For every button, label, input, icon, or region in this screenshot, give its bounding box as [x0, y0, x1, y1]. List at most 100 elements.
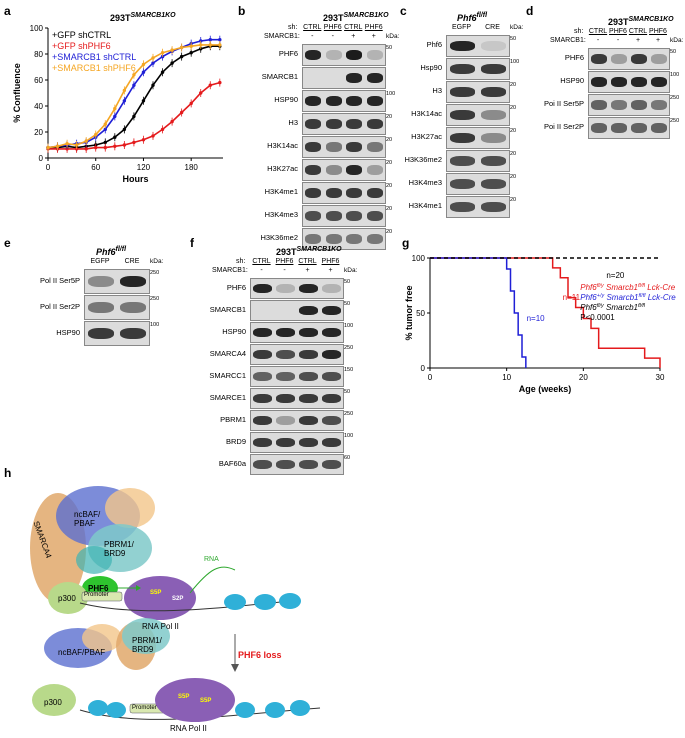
sh-label: sh: — [236, 258, 246, 265]
y-tick-label: 40 — [34, 102, 43, 111]
data-point — [151, 83, 155, 87]
mw-marker: 60 — [344, 455, 351, 461]
panel-e-title: Phf6fl/fl — [96, 246, 127, 257]
sh-label: sh: — [574, 28, 584, 35]
data-point — [141, 62, 146, 67]
blot-band — [299, 327, 318, 338]
data-point — [208, 43, 212, 47]
survival-curve — [430, 257, 661, 368]
blot-band — [611, 100, 627, 110]
blot-band — [299, 415, 318, 426]
blot-band — [450, 41, 475, 51]
data-point — [208, 38, 212, 42]
mw-marker: 20 — [510, 82, 517, 88]
blot-strip — [250, 432, 344, 453]
blot-band — [253, 349, 272, 360]
label-s5p-bottom-2: S5P — [200, 698, 212, 704]
smarcb1-value: - — [616, 37, 620, 44]
blot-band — [481, 110, 506, 120]
data-point — [160, 51, 165, 55]
blot-band — [346, 119, 363, 129]
blot-band — [651, 123, 667, 133]
mw-marker: 50 — [510, 36, 517, 42]
y-axis-label: % tumor free — [404, 285, 414, 340]
kda-label: kDa: — [510, 24, 524, 31]
blot-row-label: H3K14ac — [411, 109, 442, 118]
kda-label: kDa: — [670, 37, 684, 44]
data-point — [189, 101, 193, 106]
data-point — [122, 127, 127, 132]
blot-strip — [250, 366, 344, 387]
blot-band — [325, 96, 342, 106]
lane-label: EGFP — [90, 258, 110, 265]
blot-band — [88, 327, 114, 340]
panel-a-letter: a — [4, 4, 11, 18]
blot-band — [305, 142, 322, 152]
data-point — [132, 83, 136, 87]
label-promoter-bottom: Promoter — [132, 705, 157, 711]
blot-strip — [250, 322, 344, 343]
smarcb1-value: - — [311, 33, 314, 40]
blot-band — [481, 87, 506, 97]
blot-band — [299, 305, 318, 316]
legend-entry: Phf6fl/y Smarcb1fl/fl Lck-Cre — [580, 283, 676, 292]
mw-marker: 20 — [386, 137, 393, 143]
data-point — [160, 127, 165, 132]
blot-band — [305, 119, 322, 129]
label-p300-bottom: p300 — [44, 698, 62, 707]
blot-band — [346, 142, 363, 152]
blot-band — [450, 156, 475, 166]
blot-strip — [446, 127, 510, 149]
blot-strip — [302, 136, 386, 158]
blot-band — [322, 371, 341, 382]
smarcb1-value: + — [328, 267, 333, 274]
x-axis-label: Age (weeks) — [519, 384, 572, 394]
blot-band — [325, 188, 342, 198]
data-point — [170, 61, 174, 65]
blot-band — [450, 64, 475, 74]
data-point — [84, 139, 88, 143]
blot-row-label: Pol II Ser5P — [39, 275, 80, 285]
sh-group-label: CTRL — [628, 28, 648, 35]
mw-marker: 100 — [386, 91, 396, 97]
x-tick-label: 180 — [185, 163, 199, 172]
blot-band — [322, 437, 341, 448]
blot-band — [305, 50, 322, 60]
blot-strip — [446, 104, 510, 126]
blot-band — [631, 123, 647, 133]
mw-marker: 50 — [344, 279, 351, 285]
blot-row-label: H3K36me2 — [404, 155, 442, 164]
y-tick-label: 0 — [421, 364, 426, 373]
blot-strip — [588, 71, 670, 93]
blot-band — [346, 234, 363, 244]
blot-band — [299, 283, 318, 294]
blot-band — [253, 437, 272, 448]
panel-c-letter: c — [400, 4, 407, 18]
data-point — [141, 70, 146, 74]
data-point — [65, 142, 69, 146]
blot-band — [305, 234, 322, 244]
blot-row-label: H3K4me3 — [264, 210, 298, 219]
blot-row-label: PHF6 — [278, 49, 298, 58]
panel-b-title: 293TSMARCB1KO — [323, 12, 389, 23]
x-tick-label: 0 — [428, 373, 433, 382]
data-point — [122, 88, 127, 93]
panel-f-title: 293TSMARCB1KO — [276, 246, 342, 257]
blot-band — [305, 96, 322, 106]
blot-band — [299, 437, 318, 448]
sh-group-label: CTRL — [344, 24, 363, 31]
kda-label: kDa: — [386, 33, 400, 40]
x-tick-label: 120 — [137, 163, 151, 172]
data-point — [189, 51, 193, 55]
blot-row-label: HSP90 — [56, 327, 80, 337]
blot-row-label: H3K27ac — [267, 164, 298, 173]
data-point — [179, 110, 184, 115]
blot-band — [366, 234, 383, 244]
data-point — [74, 143, 79, 147]
p300-blob-top — [48, 582, 88, 614]
legend-entry: +GFP shPHF6 — [52, 41, 111, 51]
y-tick-label: 20 — [34, 128, 43, 137]
label-ncbaf-bottom: ncBAF/PBAF — [58, 648, 106, 657]
blot-band — [481, 156, 506, 166]
data-point — [151, 61, 155, 65]
